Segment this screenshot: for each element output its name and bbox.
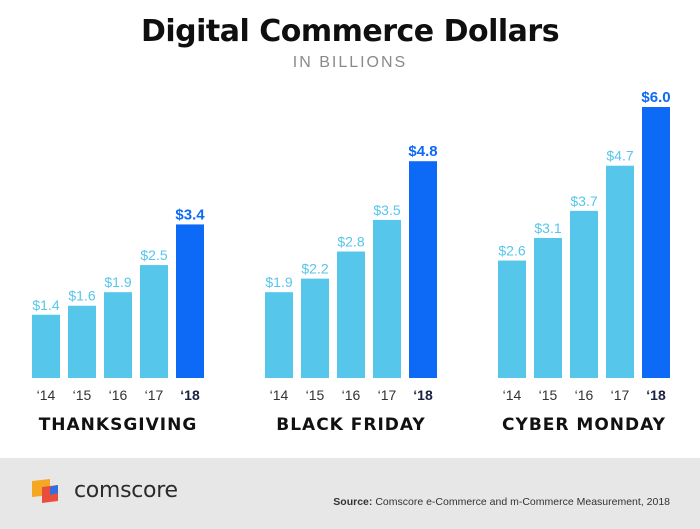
x-tick-label: ‘18 [646, 387, 666, 403]
brand-name: comscore [74, 478, 178, 503]
bar [337, 251, 365, 378]
bar [104, 292, 132, 378]
data-label: $2.8 [337, 234, 364, 250]
bar [642, 107, 670, 378]
chart-subtitle: IN BILLIONS [292, 54, 408, 71]
x-tick-label: ‘15 [306, 387, 325, 403]
source-label: Source: [333, 496, 373, 508]
footer: comscore Source: Comscore e-Commerce and… [0, 458, 700, 529]
x-tick-label: ‘17 [611, 387, 630, 403]
data-label: $3.7 [570, 193, 597, 209]
bar-group-cyber-monday: $2.6 ‘14 $3.1 ‘15 $3.7 ‘16 $4.7 ‘17 $6.0 ‘18 CYBER… [498, 89, 671, 435]
bar-group-black-friday: $1.9 ‘14 $2.2 ‘15 $2.8 ‘16 $3.5 ‘17 $4.8 ‘18 BLACK… [265, 143, 438, 435]
data-label: $3.5 [373, 202, 400, 218]
bar [570, 210, 598, 378]
x-tick-label: ‘16 [109, 387, 128, 403]
bar-group-thanksgiving: $1.4 ‘14 $1.6 ‘15 $1.9 ‘16 $2.5 ‘17 $3.4 ‘18 THANK… [32, 206, 205, 435]
x-tick-label: ‘18 [180, 387, 200, 403]
source-text: Comscore e-Commerce and m-Commerce Measu… [375, 496, 670, 508]
bar [606, 165, 634, 378]
data-label: $2.5 [140, 247, 167, 263]
group-label: CYBER MONDAY [502, 415, 666, 435]
data-label: $2.6 [498, 243, 525, 259]
data-label: $4.7 [606, 148, 633, 164]
data-label: $1.6 [68, 288, 95, 304]
x-tick-label: ‘17 [378, 387, 397, 403]
x-tick-label: ‘16 [342, 387, 361, 403]
comscore-logo-icon [32, 479, 58, 503]
data-label: $3.1 [534, 220, 561, 236]
bar [534, 237, 562, 378]
bar [68, 305, 96, 378]
bar [301, 278, 329, 378]
data-label: $4.8 [408, 143, 437, 160]
data-label: $1.4 [32, 297, 59, 313]
data-label: $2.2 [301, 261, 328, 277]
x-tick-label: ‘18 [413, 387, 433, 403]
bar-chart: $1.4 ‘14 $1.6 ‘15 $1.9 ‘16 $2.5 ‘17 $3.4 ‘18 THANK… [32, 89, 671, 435]
x-tick-label: ‘15 [539, 387, 558, 403]
bar [32, 314, 60, 378]
group-label: BLACK FRIDAY [276, 415, 426, 435]
bar [409, 161, 437, 378]
x-tick-label: ‘17 [145, 387, 164, 403]
x-tick-label: ‘14 [503, 387, 522, 403]
data-label: $3.4 [175, 206, 205, 223]
bar [176, 224, 204, 378]
bar [140, 265, 168, 378]
bar [265, 292, 293, 378]
data-label: $1.9 [104, 274, 131, 290]
chart-title: Digital Commerce Dollars [140, 14, 560, 49]
x-tick-label: ‘16 [575, 387, 594, 403]
bar [498, 260, 526, 378]
data-label: $6.0 [641, 89, 670, 106]
group-label: THANKSGIVING [39, 415, 198, 435]
bar [373, 219, 401, 378]
x-tick-label: ‘14 [37, 387, 56, 403]
x-tick-label: ‘14 [270, 387, 289, 403]
x-tick-label: ‘15 [73, 387, 92, 403]
data-label: $1.9 [265, 274, 292, 290]
source-note: Source: Comscore e-Commerce and m-Commer… [333, 496, 670, 508]
